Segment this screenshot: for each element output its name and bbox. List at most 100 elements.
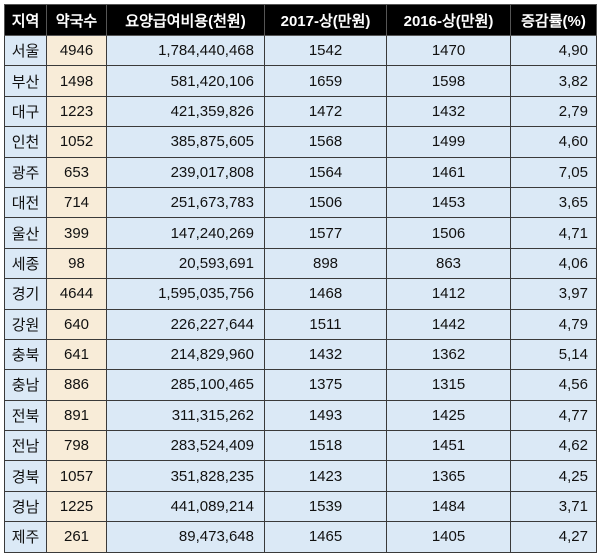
cell-2016-first-half: 1315 <box>386 369 511 401</box>
cell-change-rate: 3,65 <box>510 186 597 219</box>
cell-pharmacy-count: 399 <box>46 217 107 249</box>
cell-pharmacy-count: 891 <box>46 399 107 432</box>
cell-region: 광주 <box>4 156 47 188</box>
cell-care-cost: 285,100,465 <box>106 369 265 401</box>
cell-care-cost: 1,784,440,468 <box>106 34 265 67</box>
cell-region: 강원 <box>4 308 47 340</box>
cell-pharmacy-count: 261 <box>46 521 107 553</box>
header-2016-first-half: 2016-상(만원) <box>386 4 511 36</box>
cell-2016-first-half: 1365 <box>386 460 511 492</box>
table-row: 대구 1223 421,359,826 1472 1432 2,79 <box>4 95 597 128</box>
table-row: 서울 4946 1,784,440,468 1542 1470 4,90 <box>4 34 597 67</box>
cell-2017-first-half: 1518 <box>264 430 387 462</box>
cell-change-rate: 7,05 <box>510 156 597 188</box>
cell-2017-first-half: 1568 <box>264 126 387 158</box>
cell-2016-first-half: 1425 <box>386 399 511 432</box>
cell-change-rate: 4,25 <box>510 460 597 492</box>
cell-2017-first-half: 1472 <box>264 95 387 128</box>
table-row: 강원 640 226,227,644 1511 1442 4,79 <box>4 308 597 340</box>
cell-pharmacy-count: 1225 <box>46 490 107 523</box>
cell-care-cost: 147,240,269 <box>106 217 265 249</box>
cell-care-cost: 251,673,783 <box>106 186 265 219</box>
cell-change-rate: 4,60 <box>510 126 597 158</box>
cell-2016-first-half: 1598 <box>386 65 511 97</box>
cell-2017-first-half: 1564 <box>264 156 387 188</box>
table-row: 전북 891 311,315,262 1493 1425 4,77 <box>4 399 597 432</box>
header-pharmacy-count: 약국수 <box>46 4 107 36</box>
cell-region: 대구 <box>4 95 47 128</box>
cell-2017-first-half: 1423 <box>264 460 387 492</box>
cell-care-cost: 581,420,106 <box>106 65 265 97</box>
table-container: 지역 약국수 요양급여비용(천원) 2017-상(만원) 2016-상(만원) … <box>4 4 597 553</box>
table-body: 서울 4946 1,784,440,468 1542 1470 4,90 부산 1498 581… <box>4 34 597 553</box>
table-row: 울산 399 147,240,269 1577 1506 4,71 <box>4 217 597 249</box>
cell-care-cost: 385,875,605 <box>106 126 265 158</box>
cell-care-cost: 421,359,826 <box>106 95 265 128</box>
cell-2016-first-half: 1412 <box>386 278 511 310</box>
cell-care-cost: 214,829,960 <box>106 338 265 371</box>
cell-2017-first-half: 898 <box>264 247 387 280</box>
cell-2016-first-half: 1461 <box>386 156 511 188</box>
table-row: 인천 1052 385,875,605 1568 1499 4,60 <box>4 126 597 158</box>
header-2017-first-half: 2017-상(만원) <box>264 4 387 36</box>
cell-2016-first-half: 1470 <box>386 34 511 67</box>
cell-pharmacy-count: 714 <box>46 186 107 219</box>
cell-pharmacy-count: 98 <box>46 247 107 280</box>
cell-region: 전남 <box>4 430 47 462</box>
cell-region: 경남 <box>4 490 47 523</box>
cell-region: 서울 <box>4 34 47 67</box>
table-row: 충북 641 214,829,960 1432 1362 5,14 <box>4 338 597 371</box>
cell-2016-first-half: 1442 <box>386 308 511 340</box>
cell-region: 전북 <box>4 399 47 432</box>
cell-2017-first-half: 1539 <box>264 490 387 523</box>
cell-region: 제주 <box>4 521 47 553</box>
cell-2017-first-half: 1659 <box>264 65 387 97</box>
cell-change-rate: 4,62 <box>510 430 597 462</box>
table-row: 대전 714 251,673,783 1506 1453 3,65 <box>4 186 597 219</box>
cell-region: 충남 <box>4 369 47 401</box>
cell-pharmacy-count: 640 <box>46 308 107 340</box>
cell-care-cost: 311,315,262 <box>106 399 265 432</box>
table-row: 경남 1225 441,089,214 1539 1484 3,71 <box>4 490 597 523</box>
header-change-rate: 증감률(%) <box>510 4 597 36</box>
cell-region: 울산 <box>4 217 47 249</box>
header-region: 지역 <box>4 4 47 36</box>
cell-2017-first-half: 1465 <box>264 521 387 553</box>
cell-pharmacy-count: 641 <box>46 338 107 371</box>
cell-care-cost: 351,828,235 <box>106 460 265 492</box>
cell-care-cost: 20,593,691 <box>106 247 265 280</box>
cell-pharmacy-count: 1498 <box>46 65 107 97</box>
cell-region: 세종 <box>4 247 47 280</box>
table-row: 충남 886 285,100,465 1375 1315 4,56 <box>4 369 597 401</box>
cell-pharmacy-count: 4946 <box>46 34 107 67</box>
cell-region: 충북 <box>4 338 47 371</box>
cell-change-rate: 2,79 <box>510 95 597 128</box>
table-row: 전남 798 283,524,409 1518 1451 4,62 <box>4 430 597 462</box>
pharmacy-cost-table: 지역 약국수 요양급여비용(천원) 2017-상(만원) 2016-상(만원) … <box>4 4 597 553</box>
cell-2016-first-half: 1499 <box>386 126 511 158</box>
cell-change-rate: 4,77 <box>510 399 597 432</box>
cell-change-rate: 5,14 <box>510 338 597 371</box>
cell-change-rate: 3,82 <box>510 65 597 97</box>
cell-care-cost: 441,089,214 <box>106 490 265 523</box>
cell-2017-first-half: 1493 <box>264 399 387 432</box>
cell-pharmacy-count: 653 <box>46 156 107 188</box>
cell-care-cost: 226,227,644 <box>106 308 265 340</box>
cell-2017-first-half: 1577 <box>264 217 387 249</box>
cell-change-rate: 3,97 <box>510 278 597 310</box>
table-row: 세종 98 20,593,691 898 863 4,06 <box>4 247 597 280</box>
cell-region: 부산 <box>4 65 47 97</box>
cell-pharmacy-count: 1223 <box>46 95 107 128</box>
cell-care-cost: 1,595,035,756 <box>106 278 265 310</box>
cell-change-rate: 3,71 <box>510 490 597 523</box>
cell-change-rate: 4,27 <box>510 521 597 553</box>
cell-pharmacy-count: 886 <box>46 369 107 401</box>
cell-region: 경기 <box>4 278 47 310</box>
table-row: 경북 1057 351,828,235 1423 1365 4,25 <box>4 460 597 492</box>
cell-change-rate: 4,71 <box>510 217 597 249</box>
cell-care-cost: 89,473,648 <box>106 521 265 553</box>
cell-2017-first-half: 1432 <box>264 338 387 371</box>
cell-pharmacy-count: 1057 <box>46 460 107 492</box>
cell-pharmacy-count: 798 <box>46 430 107 462</box>
table-row: 경기 4644 1,595,035,756 1468 1412 3,97 <box>4 278 597 310</box>
